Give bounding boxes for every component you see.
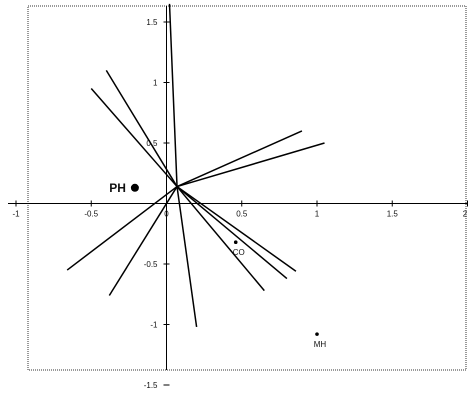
x-tick-label: -1 [12, 210, 20, 219]
vector-line [176, 185, 297, 272]
vector-line [168, 3, 178, 187]
x-tick-label: 1 [315, 210, 320, 219]
data-point [130, 183, 139, 192]
x-tick-label: 0 [164, 210, 169, 219]
y-tick-label: -1.5 [144, 381, 158, 390]
data-point-label: CO [233, 248, 245, 257]
plot-frame [27, 5, 467, 371]
y-tick-label: -0.5 [144, 260, 158, 269]
vector-line [176, 142, 325, 188]
y-tick-label: 1 [153, 79, 158, 88]
vector-line [90, 88, 178, 188]
data-point [233, 240, 238, 245]
vector-line [176, 186, 265, 292]
vector-line [105, 70, 178, 187]
data-point [315, 332, 319, 336]
x-tick-label: 1.5 [387, 210, 399, 219]
x-tick-label: 2 [463, 210, 468, 219]
vector-line [108, 186, 178, 296]
vector-line [176, 186, 198, 328]
data-point-label: MH [314, 340, 327, 349]
vector-line [66, 185, 178, 271]
data-point-label: PH [109, 181, 126, 195]
vector-line [176, 130, 303, 188]
y-tick-label: 1.5 [146, 18, 158, 27]
vector-line [176, 185, 288, 280]
x-tick-label: -0.5 [84, 210, 98, 219]
x-tick-label: 0.5 [236, 210, 248, 219]
y-tick-label: -1 [150, 321, 158, 330]
y-tick-label: 0.5 [146, 139, 158, 148]
